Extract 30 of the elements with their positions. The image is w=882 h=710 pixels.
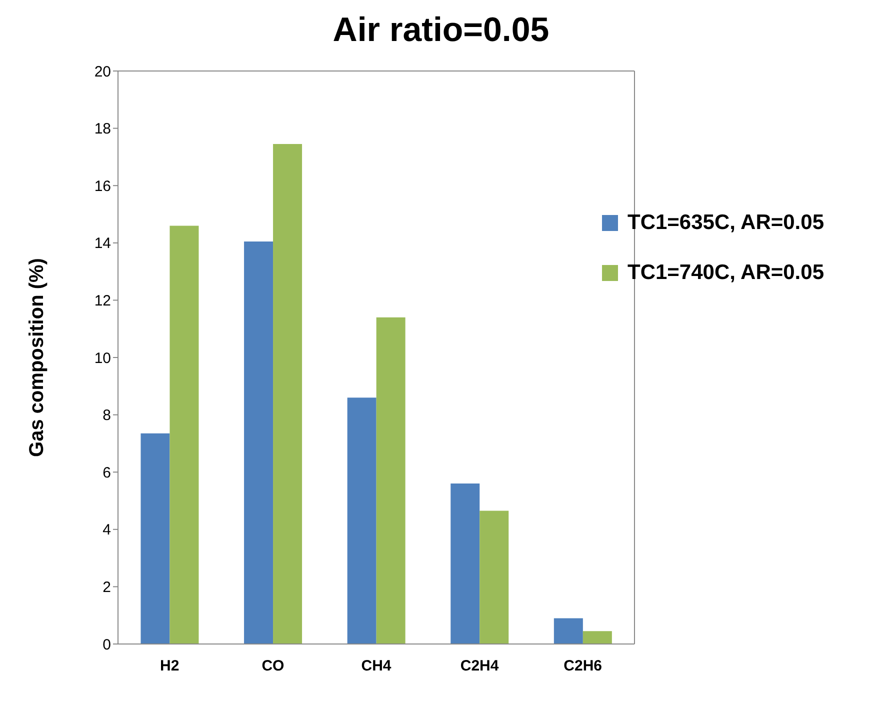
bar (554, 618, 583, 644)
x-tick-label: C2H6 (564, 658, 602, 675)
y-tick-label: 2 (102, 579, 111, 596)
bar (347, 398, 376, 644)
x-tick-label: CO (262, 658, 285, 675)
y-axis-title: Gas composition (%) (26, 258, 48, 457)
x-tick-label: C2H4 (460, 658, 500, 675)
y-tick-label: 14 (94, 235, 111, 252)
y-tick-label: 12 (94, 292, 111, 310)
chart-title: Air ratio=0.05 (332, 10, 550, 51)
bar (480, 510, 509, 644)
y-tick-label: 8 (102, 407, 111, 424)
y-tick-label: 4 (102, 522, 111, 539)
y-tick-label: 10 (94, 350, 111, 367)
y-tick-label: 0 (102, 636, 111, 654)
bar (450, 484, 480, 644)
x-tick-label: H2 (160, 658, 180, 675)
y-tick-label: 6 (102, 464, 111, 482)
bar (273, 144, 302, 644)
y-tick-label: 20 (94, 63, 111, 80)
legend-label: TC1=740C, AR=0.05 (628, 261, 824, 284)
y-tick-label: 18 (94, 120, 111, 138)
y-tick-label: 16 (94, 178, 111, 195)
bar (582, 631, 612, 644)
bar (376, 317, 406, 644)
legend-label: TC1=635C, AR=0.05 (628, 211, 824, 234)
x-tick-label: CH4 (361, 658, 392, 675)
bar (140, 433, 170, 644)
bar (170, 226, 199, 644)
bar (244, 241, 274, 644)
